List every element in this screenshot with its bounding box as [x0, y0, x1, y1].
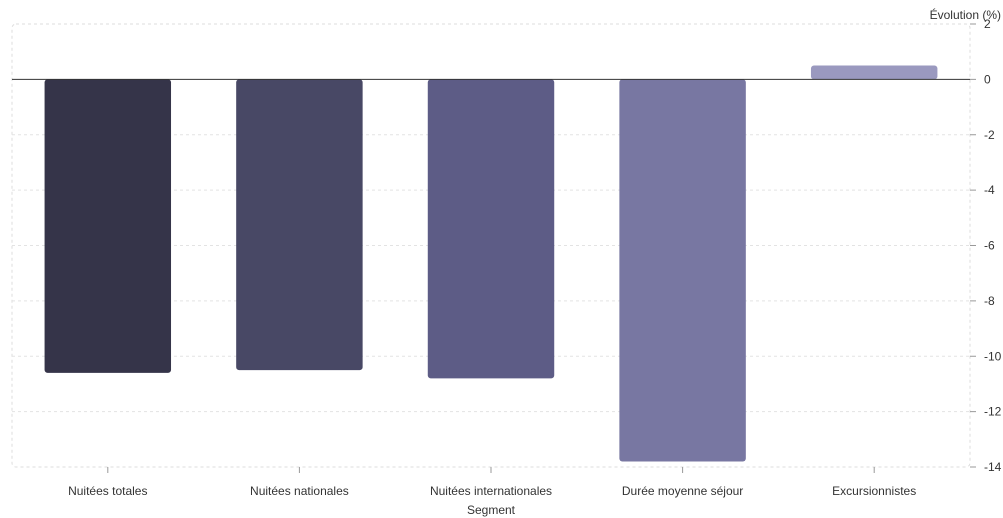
y-tick-label: -8 [984, 294, 995, 308]
bar[interactable] [44, 79, 172, 373]
x-tick-label: Excursionnistes [832, 484, 916, 498]
bar[interactable] [810, 65, 938, 80]
x-axis-ticks: Nuitées totales Nuitées nationales Nuitées… [68, 467, 916, 498]
x-axis-title: Segment [467, 503, 516, 517]
y-tick-label: -2 [984, 128, 995, 142]
bar[interactable] [236, 79, 363, 371]
x-tick-label: Durée moyenne séjour [622, 484, 743, 498]
y-axis-ticks: 2 0 -2 -4 -6 -8 -10 -12 -14 [970, 17, 1002, 474]
x-tick-label: Nuitées internationales [430, 484, 552, 498]
y-tick-label: 0 [984, 72, 991, 86]
y-tick-label: -12 [984, 405, 1002, 419]
grid-lines [12, 134, 970, 413]
y-tick-label: -4 [984, 183, 995, 197]
bar[interactable] [619, 79, 746, 462]
y-axis-title: Évolution (%) [930, 7, 1001, 22]
bars [44, 65, 938, 462]
bar[interactable] [427, 79, 555, 379]
x-tick-label: Nuitées totales [68, 484, 147, 498]
y-tick-label: -10 [984, 349, 1002, 363]
y-tick-label: -14 [984, 460, 1002, 474]
x-tick-label: Nuitées nationales [250, 484, 349, 498]
y-tick-label: 2 [984, 17, 991, 31]
y-tick-label: -6 [984, 239, 995, 253]
